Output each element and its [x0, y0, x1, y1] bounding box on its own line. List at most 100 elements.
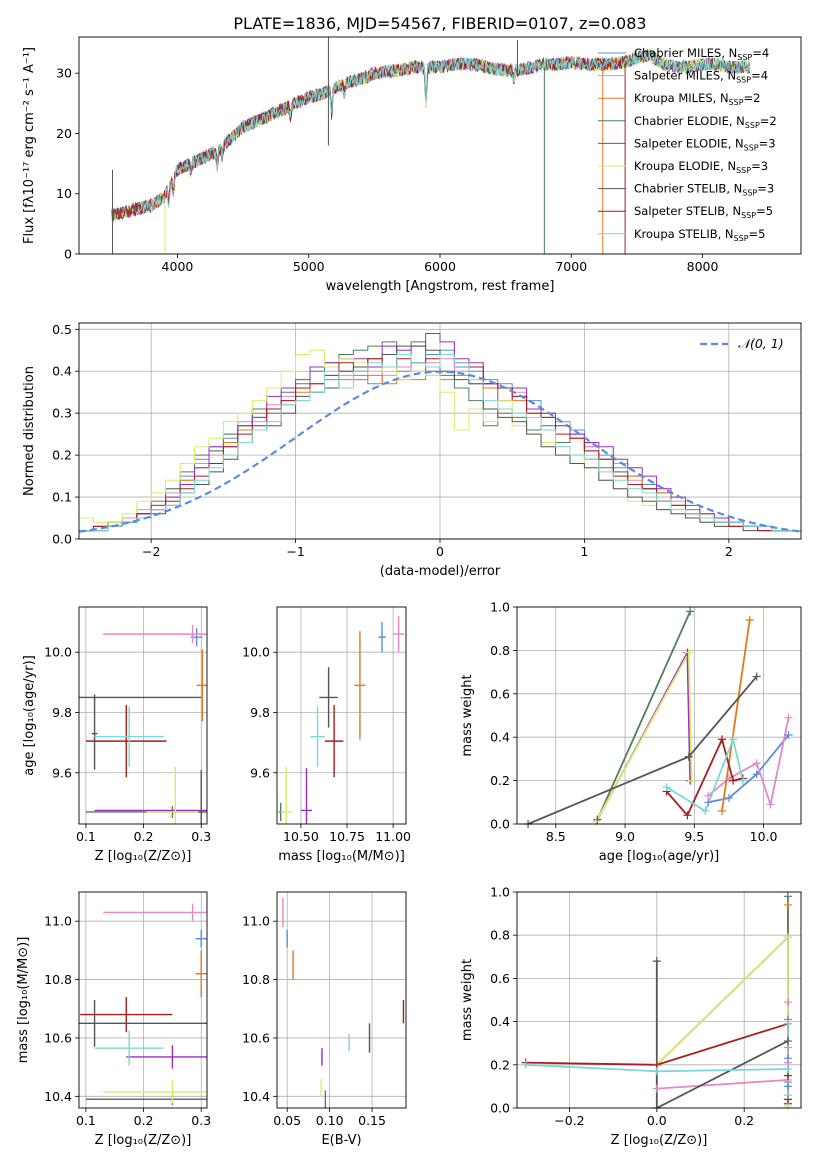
x-tick-label: 0.05: [273, 1113, 301, 1128]
y-tick-label: 0.2: [490, 1057, 510, 1072]
y-tick-label: 0.5: [52, 322, 72, 337]
legend-label: Kroupa ELODIE, NSSP=3: [634, 159, 768, 175]
weight-marker: [784, 731, 793, 740]
y-tick-label: 0.6: [490, 686, 510, 701]
weight-marker: [686, 607, 695, 616]
x-tick-label: 9.0: [615, 829, 635, 844]
y-tick-label: 30: [56, 66, 72, 81]
weight-marker: [766, 800, 775, 809]
x-tick-label: 10.0: [750, 829, 778, 844]
panel-spectrum: 4000 5000 6000 7000 8000 0 10 20 30 wavelength [A…: [22, 36, 802, 294]
x-tick-label: 10.50: [283, 829, 319, 844]
weight-marker: [521, 1060, 530, 1069]
y-tick-label: 10.0: [242, 645, 270, 660]
plot-area: [282, 897, 405, 1108]
weight-marker: [701, 806, 710, 815]
panel-weight_vs_age: 8.5 9.0 9.5 10.0 0.0 0.2 0.4 0.6 0.8 1.0 age [log₁…: [460, 600, 802, 864]
weight-marker: [783, 892, 792, 901]
x-tick-label: −1: [286, 544, 304, 559]
y-axis-label: Normed distribution: [22, 366, 37, 496]
spectrum-line: [111, 56, 627, 222]
legend-label: Salpeter MILES, NSSP=4: [634, 69, 768, 85]
y-tick-label: 0.2: [490, 773, 510, 788]
y-axis-label: mass weight: [460, 674, 475, 756]
y-tick-label: 0.0: [52, 532, 72, 547]
weight-marker: [783, 900, 792, 909]
histogram-step: [79, 345, 801, 532]
y-tick-label: 0.8: [490, 643, 510, 658]
weight-marker: [783, 1019, 792, 1028]
x-tick-label: 0.1: [76, 829, 96, 844]
panel-residuals: −2 −1 0 1 2 0.0 0.1 0.2 0.3 0.4 0.5 (data-model)/er…: [22, 322, 802, 579]
plot-area: [527, 610, 790, 824]
weight-marker: [593, 815, 602, 824]
panel-weight_vs_Z: −0.2 0.0 0.2 0.0 0.2 0.4 0.6 0.8 1.0 Z [log₁₀(Z/Z…: [460, 885, 802, 1148]
y-tick-label: 10.4: [242, 1089, 270, 1104]
weight-marker: [687, 776, 696, 785]
axes-frame: [78, 322, 802, 540]
weight-marker: [752, 759, 761, 768]
y-tick-label: 0.3: [52, 406, 72, 421]
plot-area: [111, 37, 751, 254]
axes-frame: [78, 891, 208, 1109]
y-tick-label: 9.6: [52, 765, 72, 780]
legend-label: Chabrier STELIB, NSSP=3: [634, 182, 774, 198]
axes-frame: [78, 36, 802, 255]
legend-label: Kroupa STELIB, NSSP=5: [634, 227, 765, 243]
x-tick-label: 0.0: [647, 1113, 667, 1128]
weight-line: [655, 961, 789, 1108]
y-tick-label: 0.4: [52, 364, 72, 379]
axes-frame: [516, 891, 802, 1109]
axes-frame: [78, 606, 208, 825]
weight-marker: [729, 776, 738, 785]
grid-lines: [79, 892, 207, 1108]
y-tick-label: 9.6: [250, 765, 270, 780]
weight-marker: [724, 774, 733, 783]
weight-marker: [718, 735, 727, 744]
weight-marker: [738, 776, 747, 785]
plot-area: [79, 625, 207, 824]
x-tick-label: 0.15: [358, 1113, 386, 1128]
x-tick-label: 7000: [555, 259, 587, 274]
legend: 𝒩(0, 1): [700, 336, 784, 351]
y-tick-label: 11.0: [44, 914, 72, 929]
y-tick-label: 10.0: [44, 645, 72, 660]
grid-lines: [517, 606, 801, 825]
x-tick-label: 6000: [424, 259, 456, 274]
weight-marker: [652, 957, 661, 966]
x-tick-label: 9.5: [684, 829, 704, 844]
weight-marker: [784, 713, 793, 722]
x-axis-label: (data-model)/error: [380, 564, 501, 579]
y-tick-label: 10.8: [242, 972, 270, 987]
weight-marker: [652, 1067, 661, 1076]
weight-marker: [752, 672, 761, 681]
weight-marker: [662, 783, 671, 792]
y-tick-label: 11.0: [242, 914, 270, 929]
grid-lines: [79, 607, 207, 824]
weight-line: [708, 734, 790, 804]
x-axis-label: mass [log₁₀(M/M⊙)]: [278, 849, 405, 864]
legend-label: Chabrier MILES, NSSP=4: [634, 46, 769, 62]
weight-marker: [783, 1037, 792, 1046]
weight-marker: [718, 806, 727, 815]
weight-line: [656, 935, 789, 1104]
x-tick-label: 1: [580, 544, 588, 559]
axes-frame: [276, 606, 407, 825]
panel-mass_vs_EBV: 0.05 0.10 0.15 10.4 10.6 10.8 11.0 E(B-V): [242, 891, 407, 1148]
x-axis-label: age [log₁₀(age/yr)]: [599, 849, 720, 864]
y-axis-label: Flux [fλ10⁻¹⁷ erg cm⁻² s⁻¹ A⁻¹]: [22, 47, 37, 244]
x-tick-label: 4000: [162, 259, 194, 274]
y-tick-label: 0.8: [490, 928, 510, 943]
weight-marker: [684, 752, 693, 761]
y-tick-label: 10.6: [242, 1030, 270, 1045]
y-axis-label: age [log₁₀(age/yr)]: [22, 655, 37, 776]
weight-marker: [783, 1065, 792, 1074]
plot-area: [278, 616, 405, 824]
x-tick-label: 0.3: [191, 829, 211, 844]
x-tick-label: 8.5: [546, 829, 566, 844]
weight-marker: [652, 1084, 661, 1093]
x-tick-label: 10.75: [329, 829, 365, 844]
y-tick-label: 0.0: [490, 1101, 510, 1116]
x-tick-label: 0.2: [134, 1113, 154, 1128]
